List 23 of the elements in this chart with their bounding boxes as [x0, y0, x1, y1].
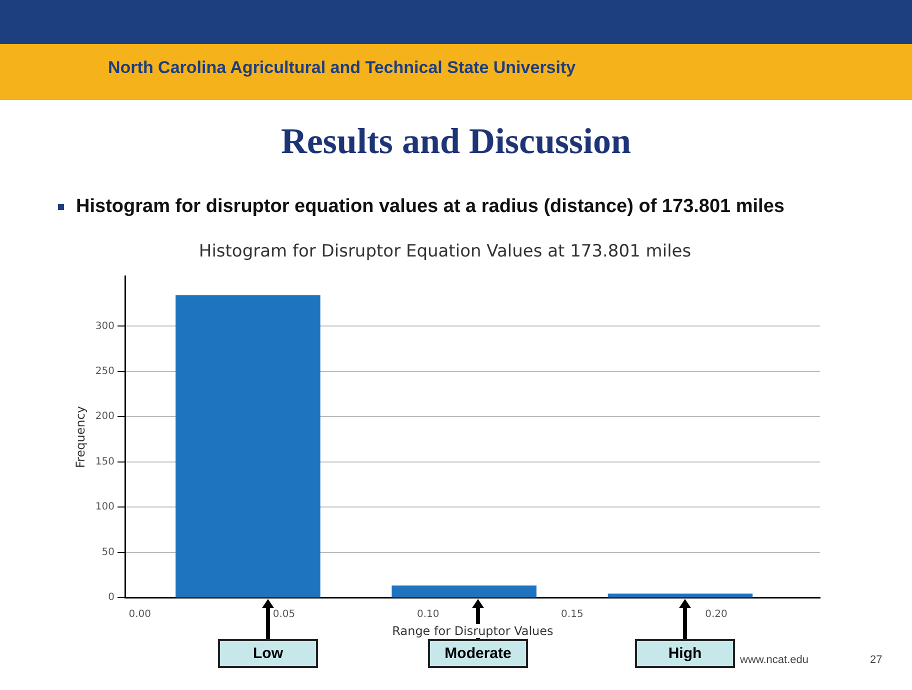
y-tick-label: 50	[102, 546, 114, 558]
x-tick-label: 0.10	[416, 609, 440, 620]
text: www.ncat.edu	[740, 654, 808, 666]
text: 27	[870, 654, 882, 666]
y-tick-label: 300	[95, 320, 114, 332]
y-tick-label: 100	[95, 502, 114, 513]
text: Low	[218, 638, 318, 668]
y-tick-label: 200	[95, 411, 114, 422]
x-tick-label: 0.20	[705, 609, 728, 620]
x-axis-title: Range for Disruptor Values	[388, 624, 558, 638]
x-tick-label: 0.15	[561, 609, 584, 620]
chart-subtitle: Histogram for disruptor equation values at a radius (distance) of 173.801 miles	[76, 196, 784, 217]
x-tick-label: 0.05	[272, 609, 296, 620]
x-tick-label: 0.00	[128, 609, 152, 620]
text: Moderate	[428, 638, 528, 668]
y-tick-label: 250	[95, 366, 114, 377]
y-tick-label: 150	[95, 456, 114, 468]
y-tick-label: 0	[108, 592, 114, 604]
text: North Carolina Agricultural and Technical State University	[108, 58, 576, 78]
y-axis-title: Frequency	[73, 406, 88, 468]
text: High	[635, 638, 735, 668]
text: Histogram for Disruptor Equation Values at 173.801 miles	[198, 242, 692, 262]
chart-title: Results and Discussion	[280, 120, 632, 162]
